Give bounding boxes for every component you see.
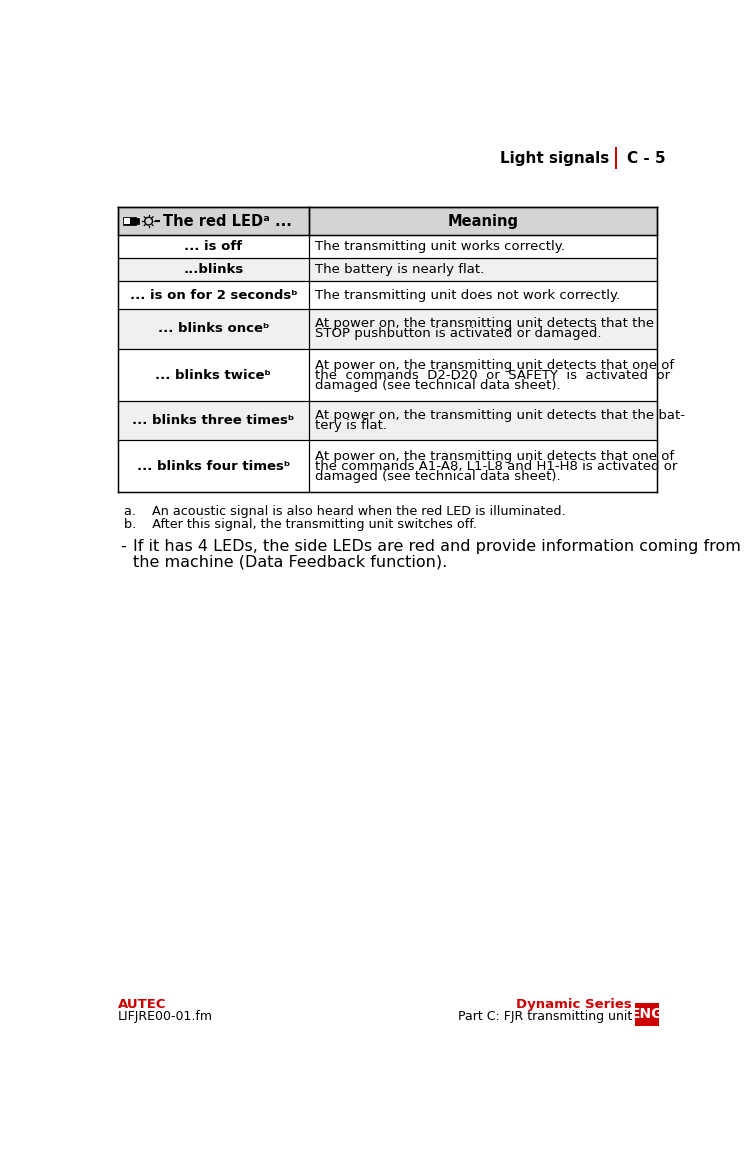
Bar [118, 258, 657, 281]
Bar [136, 219, 139, 223]
Text: ... blinks onceᵇ: ... blinks onceᵇ [158, 322, 269, 335]
Text: damaged (see technical data sheet).: damaged (see technical data sheet). [316, 379, 561, 392]
Text: STOP pushbutton is activated or damaged.: STOP pushbutton is activated or damaged. [316, 328, 602, 341]
Text: the machine (Data Feedback function).: the machine (Data Feedback function). [133, 555, 448, 570]
Text: Meaning: Meaning [448, 214, 519, 229]
Text: Part C: FJR transmitting unit: Part C: FJR transmitting unit [458, 1011, 632, 1023]
Text: tery is flat.: tery is flat. [316, 419, 387, 433]
Text: ...blinks: ...blinks [183, 263, 244, 276]
Bar [118, 207, 657, 235]
Text: The battery is nearly flat.: The battery is nearly flat. [316, 263, 485, 276]
Bar [118, 309, 657, 349]
Bar [118, 401, 657, 440]
Bar [118, 440, 657, 492]
Text: At power on, the transmitting unit detects that one of: At power on, the transmitting unit detec… [316, 358, 674, 372]
Text: ENG: ENG [630, 1007, 663, 1021]
Text: ... is on for 2 secondsᵇ: ... is on for 2 secondsᵇ [130, 288, 297, 301]
Text: If it has 4 LEDs, the side LEDs are red and provide information coming from: If it has 4 LEDs, the side LEDs are red … [133, 540, 741, 555]
Text: C - 5: C - 5 [627, 150, 665, 165]
Text: At power on, the transmitting unit detects that the bat-: At power on, the transmitting unit detec… [316, 409, 686, 422]
Bar [118, 349, 657, 401]
Text: At power on, the transmitting unit detects that one of: At power on, the transmitting unit detec… [316, 450, 674, 463]
Bar [118, 235, 657, 258]
Bar [118, 281, 657, 309]
Text: Light signals: Light signals [501, 150, 610, 165]
Text: AUTEC: AUTEC [118, 998, 166, 1011]
Bar [125, 219, 130, 224]
Text: At power on, the transmitting unit detects that the: At power on, the transmitting unit detec… [316, 317, 655, 330]
Text: The transmitting unit works correctly.: The transmitting unit works correctly. [316, 240, 565, 254]
Bar [123, 217, 136, 226]
Text: Dynamic Series: Dynamic Series [516, 998, 632, 1011]
Text: ... blinks three timesᵇ: ... blinks three timesᵇ [132, 414, 294, 427]
Text: LIFJRE00-01.fm: LIFJRE00-01.fm [118, 1011, 213, 1023]
Text: The transmitting unit does not work correctly.: The transmitting unit does not work corr… [316, 288, 621, 301]
Text: ... blinks twiceᵇ: ... blinks twiceᵇ [156, 369, 271, 381]
Text: the  commands  D2-D20  or  SAFETY  is  activated  or: the commands D2-D20 or SAFETY is activat… [316, 369, 670, 381]
Text: -: - [121, 540, 127, 555]
Text: the commands A1-A8, L1-L8 and H1-H8 is activated or: the commands A1-A8, L1-L8 and H1-H8 is a… [316, 459, 678, 472]
Bar [615, 148, 617, 169]
Text: a.    An acoustic signal is also heard when the red LED is illuminated.: a. An acoustic signal is also heard when… [124, 505, 565, 518]
Text: damaged (see technical data sheet).: damaged (see technical data sheet). [316, 470, 561, 483]
Text: The red LEDᵃ ...: The red LEDᵃ ... [162, 214, 291, 229]
Text: ... is off: ... is off [184, 240, 242, 254]
Text: b.    After this signal, the transmitting unit switches off.: b. After this signal, the transmitting u… [124, 518, 477, 530]
Text: ... blinks four timesᵇ: ... blinks four timesᵇ [137, 459, 290, 472]
Bar [635, 1003, 658, 1026]
